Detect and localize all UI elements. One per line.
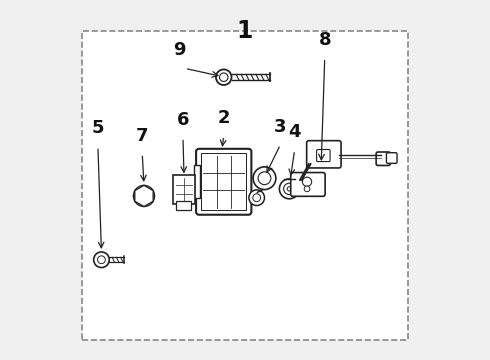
Text: 4: 4 <box>289 123 301 141</box>
FancyBboxPatch shape <box>291 172 325 196</box>
FancyBboxPatch shape <box>387 153 397 163</box>
Circle shape <box>98 256 105 264</box>
Circle shape <box>249 190 265 206</box>
Circle shape <box>258 172 271 185</box>
Text: 1: 1 <box>237 19 253 43</box>
Circle shape <box>304 186 310 192</box>
Text: 8: 8 <box>318 31 331 49</box>
FancyBboxPatch shape <box>173 175 195 204</box>
Text: 5: 5 <box>92 120 104 138</box>
FancyBboxPatch shape <box>307 141 341 168</box>
FancyBboxPatch shape <box>376 152 391 166</box>
Text: 2: 2 <box>218 109 230 127</box>
Circle shape <box>94 252 109 267</box>
Circle shape <box>279 179 299 199</box>
Circle shape <box>302 177 312 186</box>
Bar <box>82 31 408 339</box>
Text: 3: 3 <box>274 118 287 136</box>
Circle shape <box>136 188 152 204</box>
FancyBboxPatch shape <box>201 153 246 211</box>
Circle shape <box>139 191 149 201</box>
Text: 6: 6 <box>177 111 189 129</box>
FancyBboxPatch shape <box>196 149 251 215</box>
Circle shape <box>253 167 276 190</box>
Text: 9: 9 <box>173 41 186 59</box>
Circle shape <box>220 73 228 81</box>
FancyBboxPatch shape <box>194 165 200 198</box>
Circle shape <box>133 185 155 207</box>
Circle shape <box>253 194 261 202</box>
Circle shape <box>287 187 292 191</box>
FancyBboxPatch shape <box>176 201 192 210</box>
Circle shape <box>216 69 232 85</box>
Circle shape <box>284 183 295 194</box>
Polygon shape <box>135 185 153 207</box>
Text: 7: 7 <box>136 127 148 145</box>
FancyBboxPatch shape <box>317 149 330 162</box>
